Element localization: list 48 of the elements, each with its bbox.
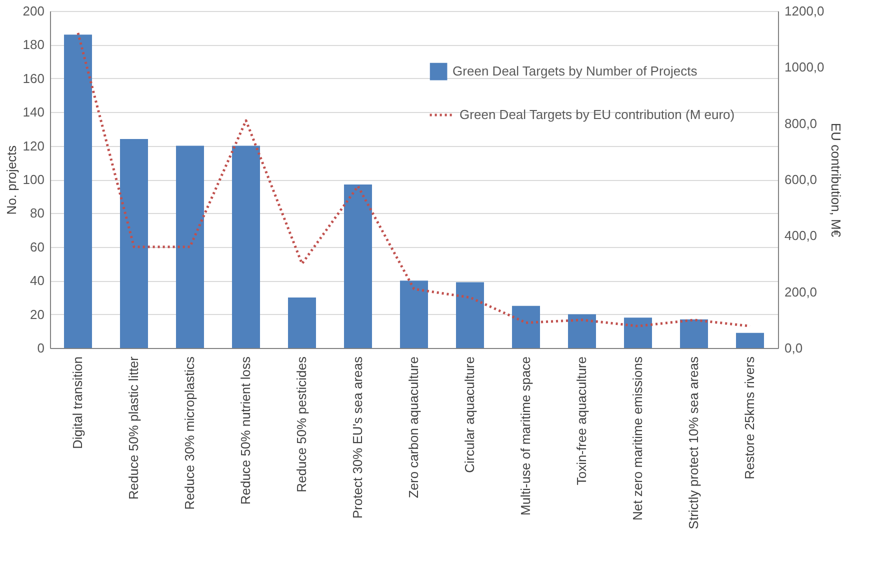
x-tick-label: Zero carbon aquaculture [406, 356, 421, 498]
bar [736, 332, 764, 348]
y-tick-label: 80 [30, 206, 44, 221]
y-tick-label: 140 [22, 104, 44, 120]
y2-tick-label: 200,0 [784, 284, 818, 300]
y2-axis-title: EU contribution, M€ [828, 122, 844, 238]
y-tick-label: 60 [30, 239, 44, 254]
bar [400, 280, 428, 348]
x-tick-label: Reduce 50% plastic litter [126, 356, 141, 500]
y-tick-label: 160 [22, 70, 44, 86]
bar [176, 146, 204, 348]
x-tick-label: Toxin-free aquaculture [574, 356, 589, 486]
x-tick-label: Circular aquaculture [462, 356, 477, 473]
bar [288, 297, 316, 348]
y2-tick-label: 0,0 [784, 340, 803, 356]
bar [456, 282, 484, 348]
bar [64, 34, 92, 348]
x-tick-label: Protect 30% EU's sea areas [350, 356, 365, 519]
y-axis-title: No. projects [4, 144, 19, 215]
bar [512, 306, 540, 348]
x-tick-label: Restore 25kms rivers [742, 356, 757, 480]
x-tick-label: Strictly protect 10% sea areas [686, 356, 701, 530]
y2-tick-label: 600,0 [784, 172, 818, 187]
y-tick-label: 100 [22, 172, 44, 187]
bar [344, 184, 372, 348]
y2-tick-label: 1000,0 [784, 60, 824, 75]
bar [568, 314, 596, 348]
y2-tick-label: 1200,0 [784, 4, 824, 18]
y-tick-label: 20 [30, 306, 44, 322]
bar [232, 146, 260, 348]
y-tick-label: 40 [30, 273, 44, 288]
y-tick-label: 0 [37, 340, 44, 356]
legend-label: Green Deal Targets by Number of Projects [452, 64, 698, 79]
x-tick-label: Reduce 50% pesticides [294, 356, 309, 492]
y2-tick-label: 800,0 [784, 116, 818, 131]
x-tick-label: Net zero maritime emissions [630, 356, 645, 520]
bar [624, 318, 652, 348]
x-tick-label: Reduce 30% microplastics [182, 356, 197, 510]
y2-tick-label: 400,0 [784, 228, 818, 244]
x-tick-label: Multi-use of maritime space [518, 356, 533, 516]
x-tick-label: Digital transition [70, 356, 85, 449]
x-tick-label: Reduce 50% nutrient loss [238, 356, 253, 505]
y-tick-label: 200 [22, 4, 44, 18]
bar [680, 319, 708, 348]
bar [120, 139, 148, 348]
y-tick-label: 180 [22, 37, 44, 52]
y-tick-label: 120 [22, 138, 44, 154]
legend-label: Green Deal Targets by EU contribution (M euro) [460, 107, 735, 122]
